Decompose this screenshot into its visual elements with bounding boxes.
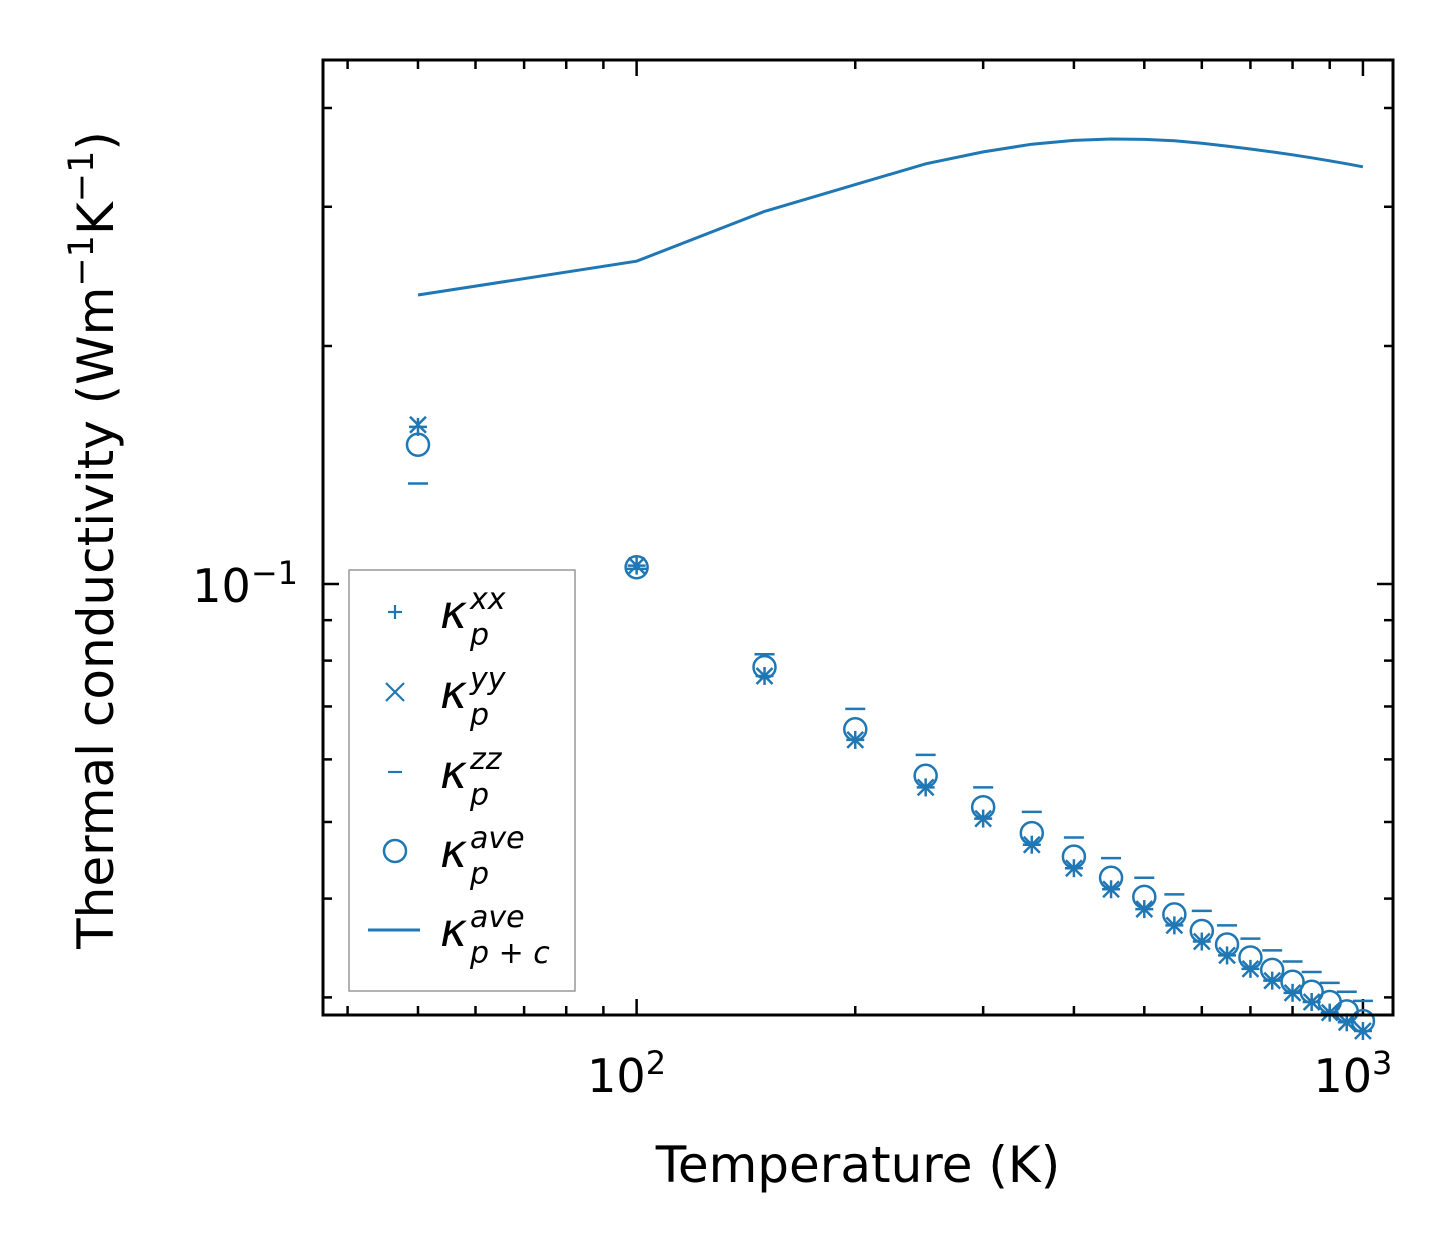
y-axis-label-sup1: −1 <box>62 235 102 287</box>
plot-area <box>405 137 1376 1041</box>
y-tick-label: 10−1 <box>192 554 298 613</box>
x-tick-label: 103 <box>1313 1044 1392 1103</box>
point-kappa_p_ave <box>1189 918 1215 944</box>
point-kappa_p_ave <box>752 654 777 680</box>
legend-label-symbol: κ <box>440 903 467 957</box>
point-kappa_p_ave <box>843 717 868 742</box>
x-tick-label-exp: 2 <box>646 1044 666 1082</box>
x-tick-label-base: 10 <box>1313 1049 1372 1103</box>
plot-frame <box>321 58 1395 1017</box>
legend-label-sub: p <box>469 618 489 653</box>
legend-label-sub: p <box>469 857 489 892</box>
series-line-kappa_pc_ave <box>417 137 1364 297</box>
legend-box <box>348 569 576 992</box>
y-tick-label-base: 10 <box>192 559 251 613</box>
legend-label-sub: p <box>469 698 489 733</box>
point-kappa_p_yy <box>627 556 646 575</box>
x-tick-label-exp: 3 <box>1372 1044 1392 1082</box>
x-tick-labels: 102 103 <box>587 1044 1392 1103</box>
legend-label-sup: yy <box>469 662 507 697</box>
legend-label-sup: xx <box>469 582 506 617</box>
y-tick-label-exp: −1 <box>251 554 298 592</box>
x-tick-label-base: 10 <box>587 1049 646 1103</box>
legend-label-symbol: κ <box>440 745 467 799</box>
legend-label-sub: p <box>469 778 489 813</box>
legend-label-symbol: κ <box>440 585 467 639</box>
legend-label-sup: zz <box>469 742 503 777</box>
point-kappa_p_ave <box>1061 844 1087 869</box>
point-kappa_p_ave <box>1299 979 1324 1004</box>
y-axis-label: Thermal conductivity (Wm−1K−1) <box>62 131 125 950</box>
legend-marker-circle <box>382 838 408 864</box>
marker-x-b <box>627 556 646 575</box>
point-kappa_p_ave <box>1350 1008 1376 1034</box>
y-axis-label-main: Thermal conductivity (Wm <box>67 287 125 950</box>
point-kappa_p_ave <box>1214 932 1240 957</box>
legend-label-sup: ave <box>470 821 525 856</box>
y-axis-label-sup2: −1 <box>62 151 102 203</box>
legend-marker-x <box>385 682 405 702</box>
point-kappa_p_yy <box>409 415 427 434</box>
point-kappa_p_ave <box>405 432 431 458</box>
y-axis-label-mid: K <box>67 201 125 235</box>
legend-marker-plus <box>388 605 402 619</box>
series-kappa_p_ave <box>405 432 1376 1034</box>
legend-x-b <box>385 682 405 702</box>
legend-label-symbol: κ <box>440 824 467 878</box>
point-kappa_p_ave <box>970 794 996 820</box>
point-kappa_p_ave <box>1098 865 1124 891</box>
point-kappa_p_ave <box>1162 902 1187 927</box>
x-tick-label: 102 <box>587 1044 666 1103</box>
x-axis-label: Temperature (K) <box>655 1136 1060 1194</box>
series-kappa_p_zz <box>407 482 1373 1003</box>
point-kappa_p_ave <box>624 554 649 580</box>
point-kappa_p_ave <box>1019 820 1045 846</box>
legend-label-sub: p + c <box>469 936 550 971</box>
y-tick-labels: 10−1 <box>192 554 298 613</box>
legend-label-sup: ave <box>470 900 525 935</box>
legend-label-symbol: κ <box>440 665 467 719</box>
point-kappa_p_yy <box>755 667 774 685</box>
point-kappa_p_ave <box>913 763 938 789</box>
marker-x-b <box>409 415 427 434</box>
point-kappa_p_ave <box>1259 957 1285 983</box>
y-axis-label-end: ) <box>67 131 125 151</box>
point-kappa_p_ave <box>1280 969 1305 994</box>
point-kappa_p_ave <box>1132 884 1157 910</box>
marker-x-b <box>755 667 774 685</box>
point-kappa_p_ave <box>1238 945 1263 970</box>
